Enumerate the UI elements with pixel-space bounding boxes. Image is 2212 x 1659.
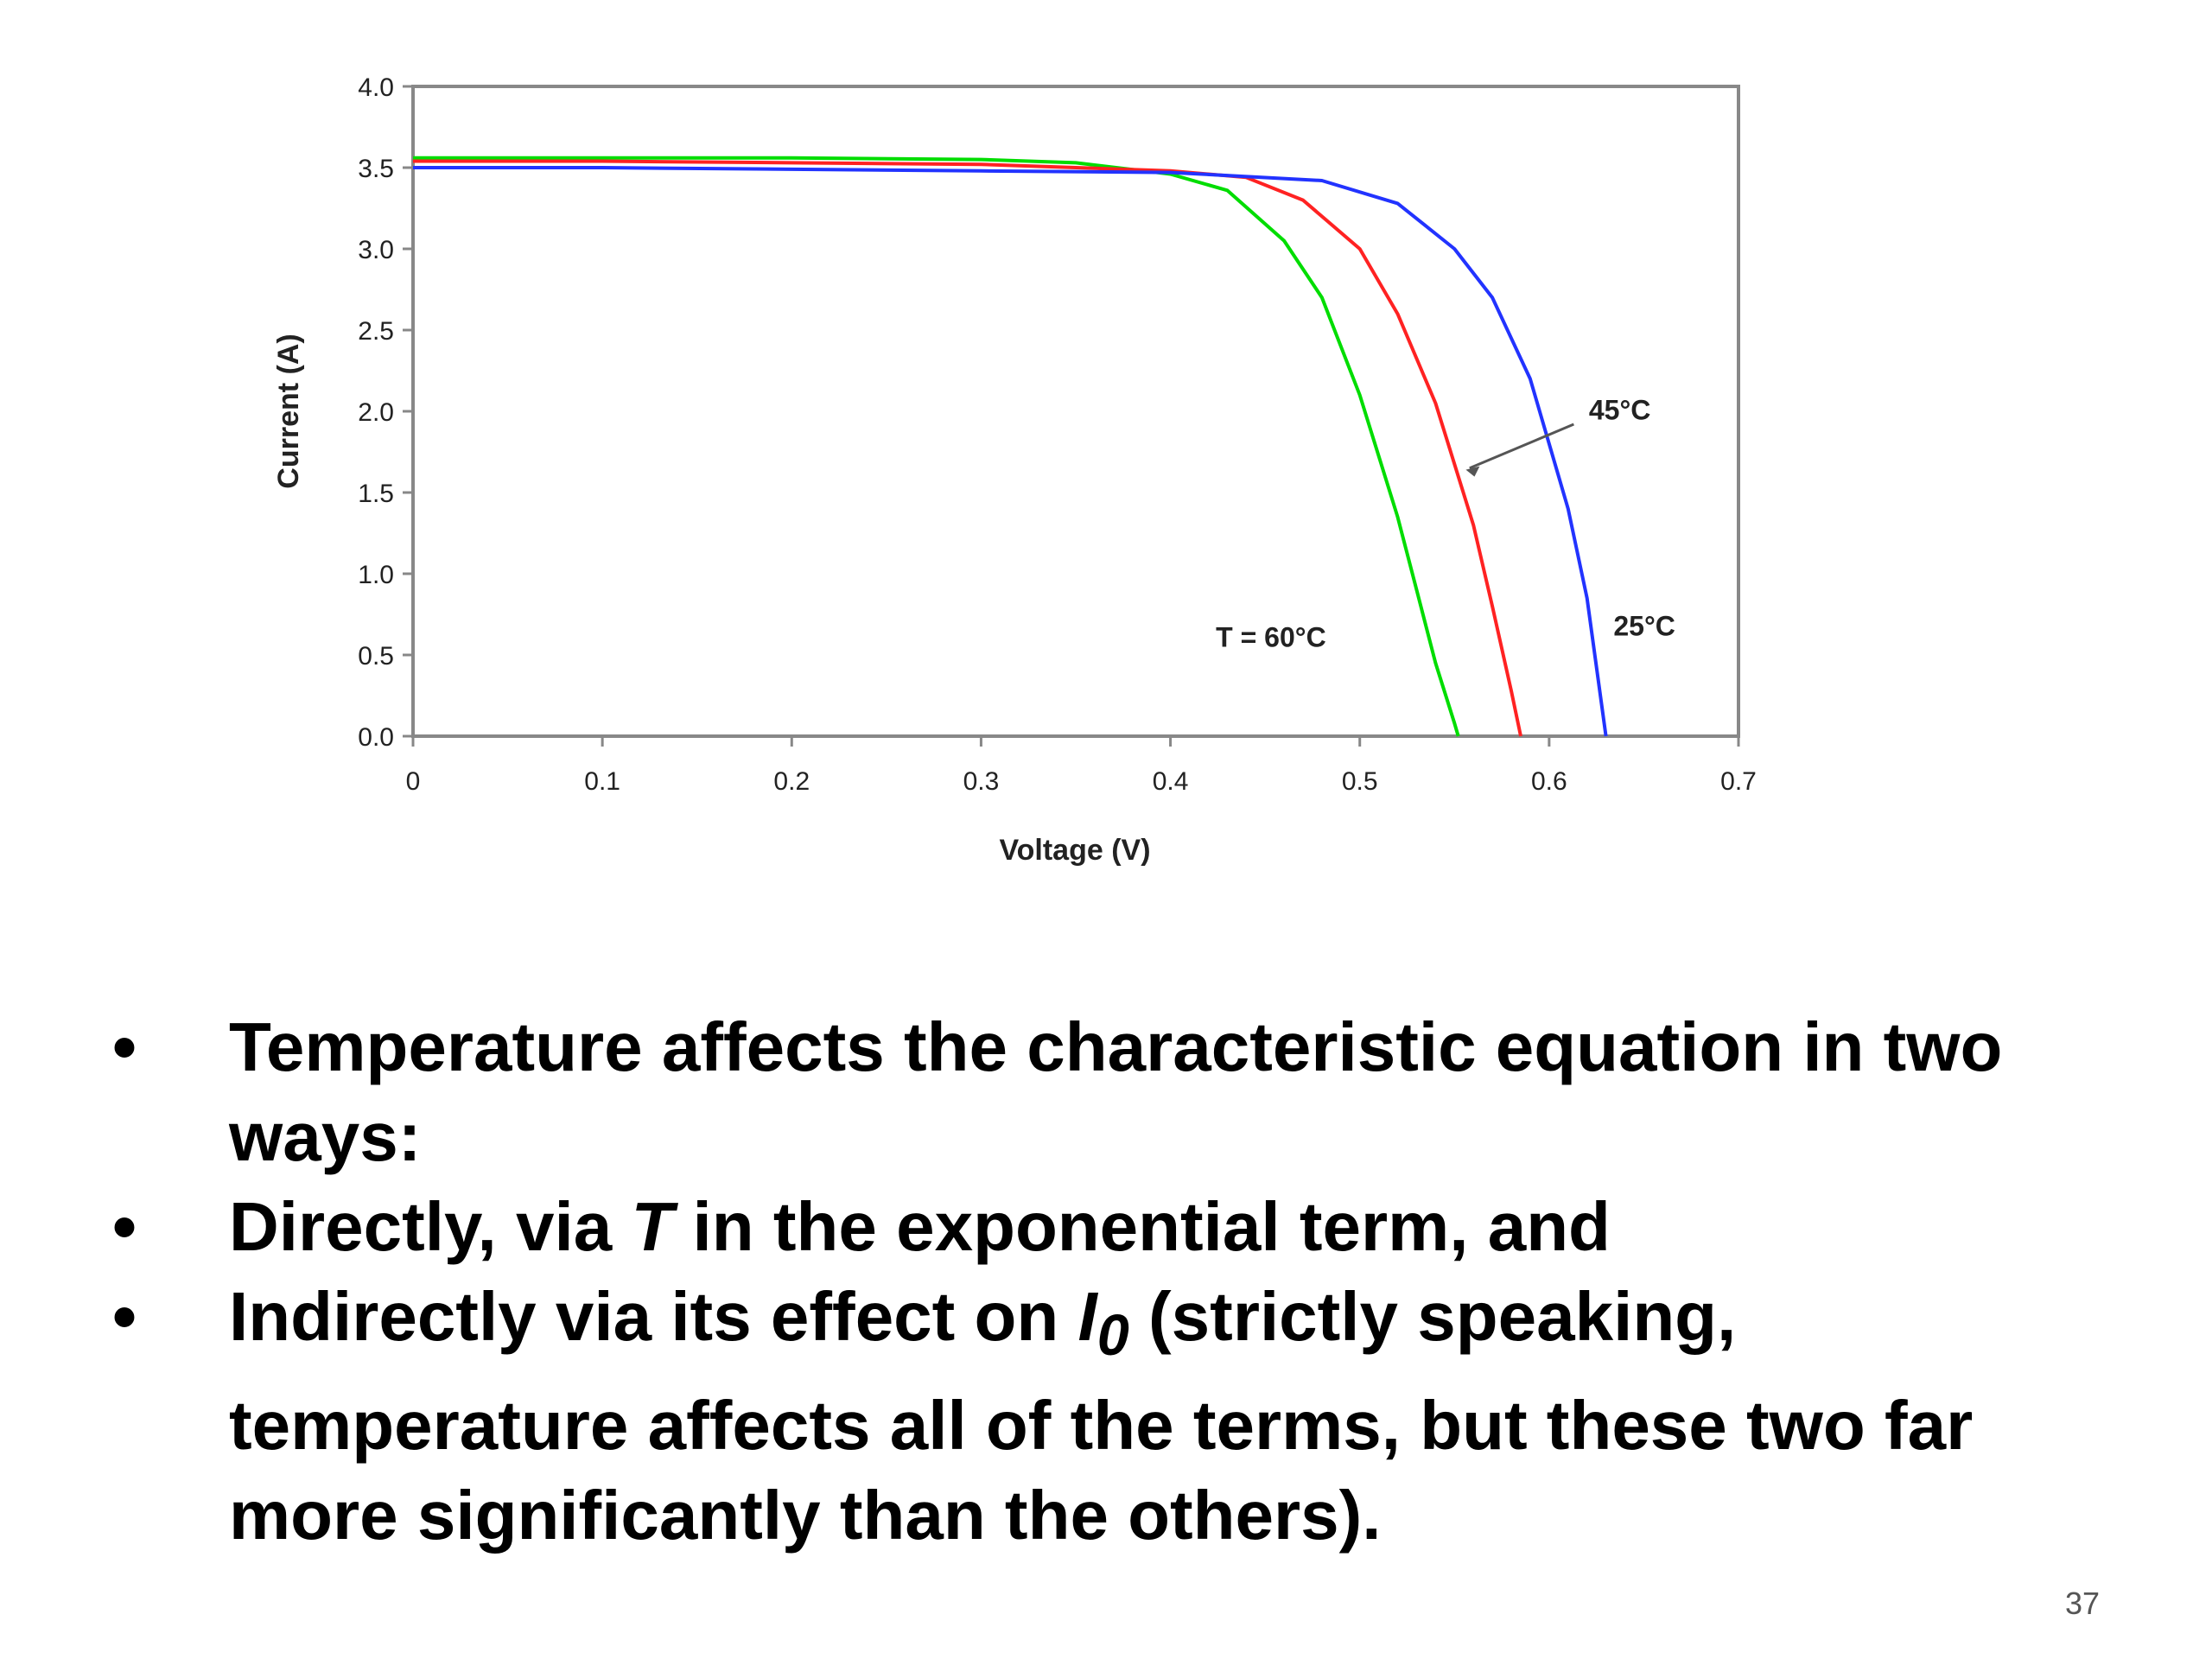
bullet-mark: • bbox=[112, 1188, 137, 1265]
y-tick-label: 1.5 bbox=[358, 480, 394, 508]
x-axis-title: Voltage (V) bbox=[999, 834, 1150, 867]
bullet-text: Indirectly via its effect on bbox=[229, 1278, 1078, 1355]
y-tick-label: 3.0 bbox=[358, 236, 394, 264]
series-line bbox=[413, 156, 1460, 737]
bullet-text: Temperature affects the characteristic e… bbox=[229, 1008, 2003, 1175]
temperature-symbol: T bbox=[631, 1188, 674, 1265]
y-axis-title: Current (A) bbox=[272, 334, 305, 488]
x-tick-label: 0.3 bbox=[963, 767, 1000, 796]
bullet-text: (strictly speaking, temperature affects … bbox=[229, 1278, 1974, 1554]
x-tick-label: 0.6 bbox=[1531, 767, 1567, 796]
x-tick-label: 0 bbox=[406, 767, 421, 796]
bullet-text: Directly, via bbox=[229, 1188, 632, 1265]
x-tick-label: 0.7 bbox=[1720, 767, 1757, 796]
y-tick-label: 0.5 bbox=[358, 642, 394, 671]
y-tick-label: 1.0 bbox=[358, 561, 394, 589]
x-tick-label: 0.2 bbox=[773, 767, 810, 796]
bullet-mark: • bbox=[112, 1278, 137, 1355]
x-tick-label: 0.4 bbox=[1153, 767, 1189, 796]
bullet-item: • Directly, via T in the exponential ter… bbox=[112, 1182, 2100, 1272]
annotation-45c: 45°C bbox=[1589, 394, 1651, 425]
y-tick-label: 0.0 bbox=[358, 723, 394, 752]
y-tick-label: 2.5 bbox=[358, 317, 394, 346]
series-line bbox=[413, 159, 1522, 737]
y-tick-label: 4.0 bbox=[358, 73, 394, 102]
bullet-item: • Temperature affects the characteristic… bbox=[112, 1002, 2100, 1182]
annotation-arrowhead bbox=[1465, 466, 1480, 477]
iv-curve-chart: 0 0.1 0.2 0.3 0.4 0.5 0.6 0.7 0.0 0.5 1.0 1.5 2.0 2.5… bbox=[272, 73, 1757, 867]
annotation-arrow bbox=[1469, 423, 1574, 470]
page-number: 37 bbox=[2065, 1586, 2101, 1621]
saturation-current-symbol: I bbox=[1077, 1278, 1097, 1355]
y-tick-label: 2.0 bbox=[358, 398, 394, 427]
annotation-60c: T = 60°C bbox=[1216, 622, 1326, 653]
bullet-text: in the exponential term, and bbox=[673, 1188, 1611, 1265]
subscript-zero: 0 bbox=[1096, 1304, 1129, 1368]
annotation-25c: 25°C bbox=[1613, 610, 1675, 641]
series-line bbox=[413, 166, 1608, 737]
x-tick-label: 0.1 bbox=[584, 767, 620, 796]
bullet-list: • Temperature affects the characteristic… bbox=[112, 1002, 2100, 1560]
chart-svg: 0 0.1 0.2 0.3 0.4 0.5 0.6 0.7 0.0 0.5 1.0 1.5 2.0 2.5… bbox=[272, 73, 1757, 867]
bullet-mark: • bbox=[112, 1008, 137, 1085]
y-tick-label: 3.5 bbox=[358, 155, 394, 183]
x-tick-label: 0.5 bbox=[1342, 767, 1378, 796]
bullet-item: • Indirectly via its effect on I0 (stric… bbox=[112, 1272, 2100, 1560]
